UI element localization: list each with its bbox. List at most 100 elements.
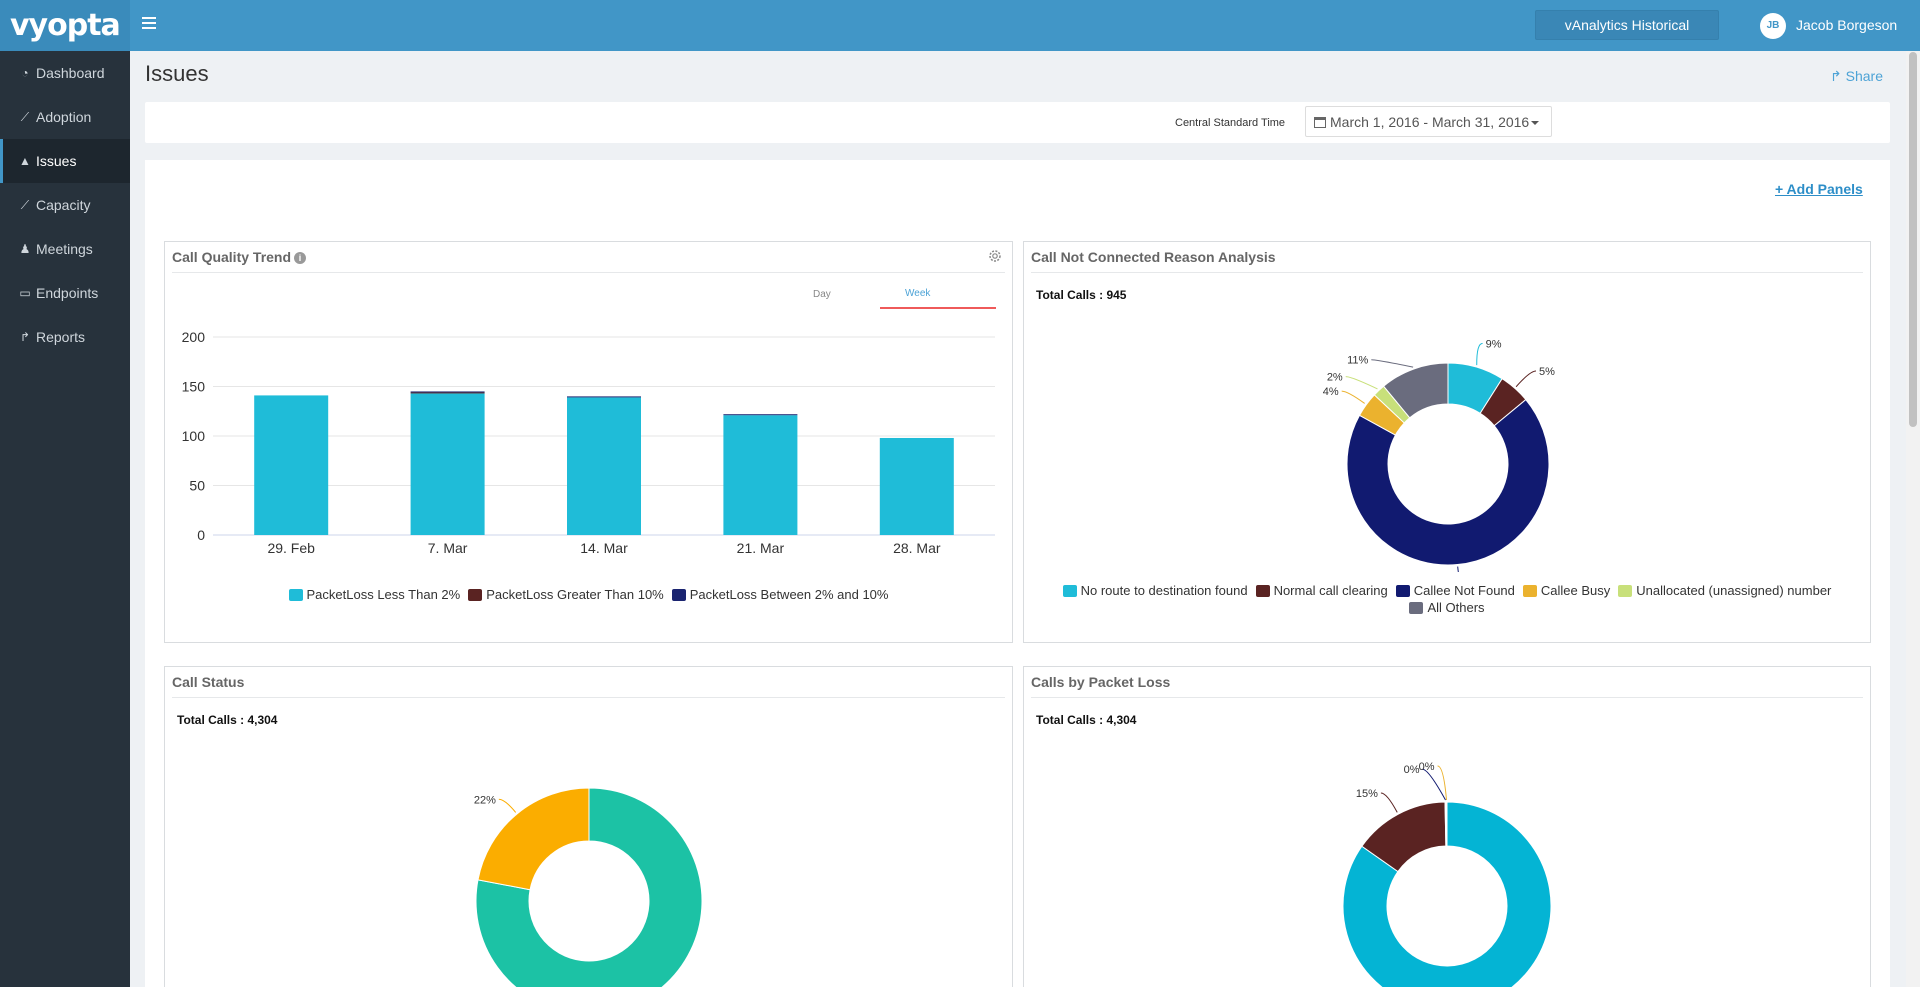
- legend-item[interactable]: PacketLoss Less Than 2%: [288, 587, 460, 602]
- donut-slice: [1382, 362, 1449, 419]
- legend-item[interactable]: Callee Not Found: [1395, 583, 1515, 598]
- page-title: Issues: [145, 61, 209, 86]
- legend-swatch: [671, 588, 686, 601]
- chart-legend: PacketLoss Less Than 2% PacketLoss Greate…: [165, 587, 1012, 602]
- donut-slice: [477, 787, 590, 891]
- bar-segment: [410, 393, 485, 535]
- desktop-icon: ▭: [19, 286, 31, 300]
- slice-label: 15%: [1356, 788, 1378, 800]
- y-tick-label: 50: [189, 478, 205, 494]
- legend-label: No route to destination found: [1080, 583, 1248, 598]
- bar-segment: [879, 437, 954, 535]
- area-chart-icon: ⟋: [20, 197, 30, 212]
- chart-legend: No route to destination found Normal call…: [1044, 583, 1850, 615]
- x-tick-label: 21. Mar: [737, 540, 785, 556]
- slice-label: 22%: [474, 794, 496, 806]
- legend-label: Normal call clearing: [1273, 583, 1388, 598]
- add-panels-link[interactable]: + Add Panels: [1775, 181, 1863, 197]
- filter-bar: [145, 102, 1890, 143]
- panel-title: Call Status: [172, 674, 245, 690]
- slice-label: 4%: [1323, 386, 1339, 398]
- legend-label: Callee Busy: [1540, 583, 1611, 598]
- legend-item[interactable]: Normal call clearing: [1255, 583, 1388, 598]
- total-calls: Total Calls : 945: [1036, 288, 1127, 302]
- call-status-donut-chart: 78%22%: [474, 787, 703, 987]
- slice-connector: [1515, 370, 1537, 388]
- total-calls: Total Calls : 4,304: [177, 713, 278, 727]
- donut-slice: [1346, 398, 1550, 566]
- legend-swatch: [1395, 584, 1410, 597]
- bar-segment: [567, 397, 641, 535]
- bar-segment: [254, 395, 329, 535]
- panel-divider: [1031, 272, 1863, 273]
- sidebar-item-dashboard[interactable]: ◔ Dashboard: [0, 51, 130, 95]
- bar-segment: [723, 415, 798, 535]
- panel-divider: [172, 272, 1005, 273]
- legend-item[interactable]: No route to destination found: [1062, 583, 1248, 598]
- legend-label: All Others: [1427, 600, 1485, 615]
- donut-slice: [1445, 801, 1448, 847]
- call-not-connected-panel: Call Not Connected Reason Analysis Total…: [1023, 241, 1871, 643]
- product-switch-button[interactable]: vAnalytics Historical: [1535, 10, 1719, 40]
- legend-item[interactable]: PacketLoss Between 2% and 10%: [671, 587, 888, 602]
- share-icon: ↱: [19, 330, 31, 344]
- sidebar-item-issues[interactable]: ▲ Issues: [0, 139, 130, 183]
- info-icon[interactable]: i: [294, 252, 307, 264]
- slice-connector: [1457, 566, 1459, 572]
- legend-item[interactable]: PacketLoss Greater Than 10%: [468, 587, 664, 602]
- slice-connector: [1371, 359, 1414, 368]
- slice-connector: [1476, 342, 1483, 366]
- legend-label: Unallocated (unassigned) number: [1636, 583, 1832, 598]
- donut-slice: [475, 787, 703, 987]
- x-tick-label: 14. Mar: [580, 540, 628, 556]
- donut-slice: [1342, 801, 1552, 987]
- sidebar-item-label: Reports: [36, 329, 86, 345]
- y-tick-label: 150: [182, 379, 206, 395]
- slice-connector: [1380, 792, 1398, 813]
- share-link[interactable]: ↱ Share: [1830, 68, 1883, 85]
- bar-segment: [723, 414, 798, 416]
- legend-swatch: [468, 588, 483, 601]
- legend-item[interactable]: Callee Busy: [1522, 583, 1611, 598]
- legend-swatch: [1255, 584, 1270, 597]
- sidebar-item-label: Meetings: [36, 241, 93, 257]
- y-tick-label: 0: [197, 527, 205, 543]
- sidebar-item-meetings[interactable]: ♟ Meetings: [0, 227, 130, 271]
- avatar[interactable]: JB: [1760, 13, 1786, 39]
- tab-week[interactable]: Week: [905, 288, 931, 299]
- sidebar-item-capacity[interactable]: ⟋ Capacity: [0, 183, 130, 227]
- share-icon: ↱: [1830, 68, 1846, 84]
- slice-connector: [1437, 765, 1448, 801]
- sidebar-item-reports[interactable]: ↱ Reports: [0, 315, 130, 359]
- tab-day[interactable]: Day: [813, 289, 831, 300]
- slice-connector: [498, 798, 517, 813]
- sidebar-item-endpoints[interactable]: ▭ Endpoints: [0, 271, 130, 315]
- users-icon: ♟: [19, 242, 31, 256]
- warning-icon: ▲: [19, 154, 31, 168]
- panel-divider: [1031, 697, 1863, 698]
- legend-item[interactable]: All Others: [1409, 600, 1485, 615]
- y-tick-label: 200: [182, 329, 206, 345]
- legend-swatch: [1618, 584, 1633, 597]
- sidebar-item-label: Issues: [36, 153, 77, 169]
- panel-divider: [172, 697, 1005, 698]
- scrollbar-thumb[interactable]: [1909, 52, 1917, 427]
- gear-icon[interactable]: [987, 248, 1003, 264]
- vyopta-logo[interactable]: vyopta: [0, 0, 130, 51]
- menu-toggle-icon[interactable]: [142, 17, 156, 31]
- timezone-label: Central Standard Time: [1175, 117, 1286, 129]
- x-tick-label: 29. Feb: [267, 540, 315, 556]
- call-status-panel: Call Status Total Calls : 4,304 78%22%: [164, 666, 1013, 987]
- caret-down-icon: [1531, 121, 1540, 125]
- x-tick-label: 7. Mar: [428, 540, 468, 556]
- user-name[interactable]: Jacob Borgeson: [1796, 17, 1898, 33]
- date-range-picker[interactable]: March 1, 2016 - March 31, 2016: [1305, 106, 1552, 137]
- panel-title: Call Quality Trend i: [172, 249, 307, 265]
- panel-title: Calls by Packet Loss: [1031, 674, 1171, 690]
- line-chart-icon: ⟋: [20, 109, 30, 124]
- x-tick-label: 28. Mar: [893, 540, 941, 556]
- sidebar-item-label: Dashboard: [36, 65, 105, 81]
- legend-item[interactable]: Unallocated (unassigned) number: [1618, 583, 1831, 598]
- sidebar-item-label: Endpoints: [36, 285, 99, 301]
- sidebar-item-adoption[interactable]: ⟋ Adoption: [0, 95, 130, 139]
